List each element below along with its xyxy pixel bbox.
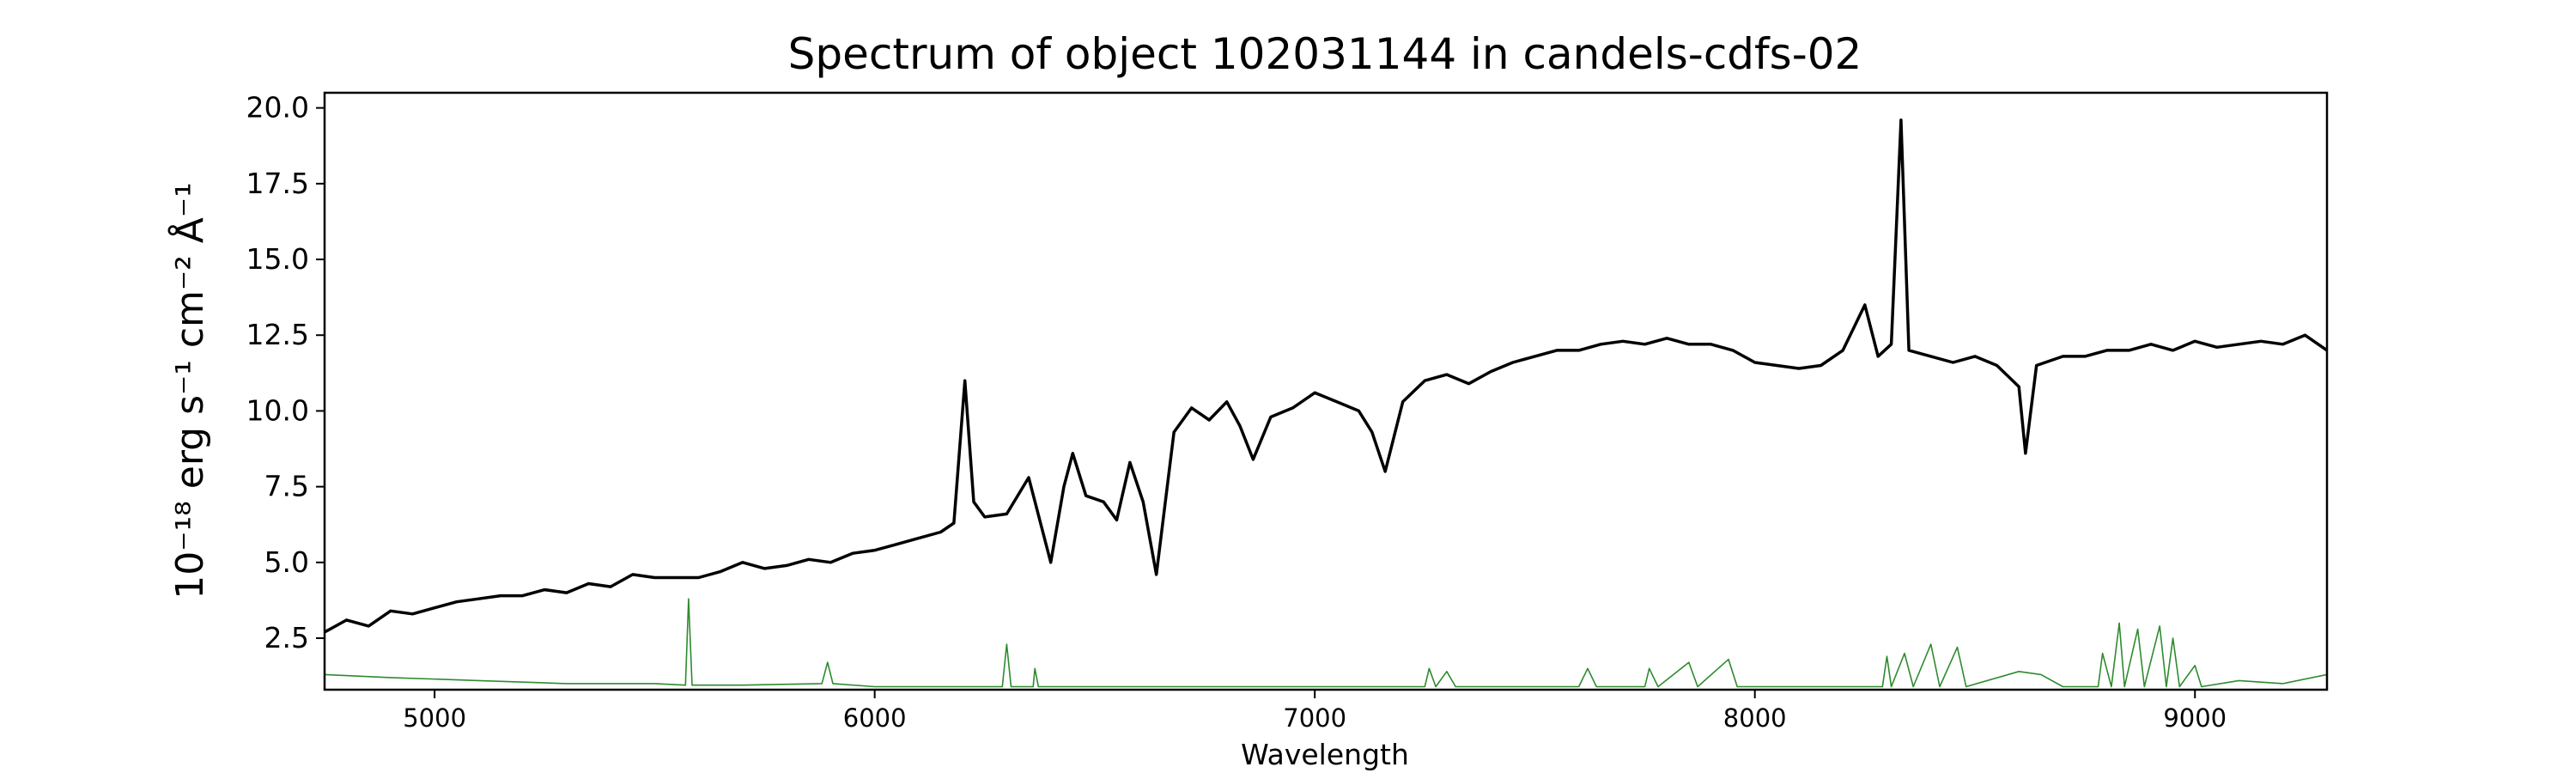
x-tick-label: 8000 (1723, 703, 1787, 733)
y-tick-label: 20.0 (246, 91, 309, 125)
x-tick-label: 5000 (403, 703, 466, 733)
y-axis: 2.5 5.0 7.5 10.0 12.5 15.0 17.5 20.0 (246, 91, 325, 654)
y-tick-label: 15.0 (246, 242, 309, 276)
y-tick-label: 5.0 (264, 545, 309, 579)
series-line-flux (325, 119, 2327, 634)
x-tick-label: 6000 (843, 703, 907, 733)
chart-title: Spectrum of object 102031144 in candels-… (788, 29, 1862, 79)
x-tick-label: 9000 (2163, 703, 2227, 733)
y-tick-label: 7.5 (264, 470, 309, 503)
plot-frame (323, 91, 2329, 691)
x-tick-label: 7000 (1283, 703, 1346, 733)
y-tick-label: 10.0 (246, 393, 309, 427)
y-axis-label: 10⁻¹⁸ erg s⁻¹ cm⁻² Å⁻¹ (167, 182, 212, 599)
y-tick-label: 2.5 (264, 621, 309, 654)
x-axis-label: Wavelength (1241, 738, 1409, 771)
series-line-sky (325, 598, 2327, 688)
y-tick-label: 17.5 (246, 167, 309, 200)
plot-area (325, 119, 2327, 688)
y-tick-label: 12.5 (246, 318, 309, 351)
x-axis: 5000 6000 7000 8000 9000 (403, 690, 2227, 733)
